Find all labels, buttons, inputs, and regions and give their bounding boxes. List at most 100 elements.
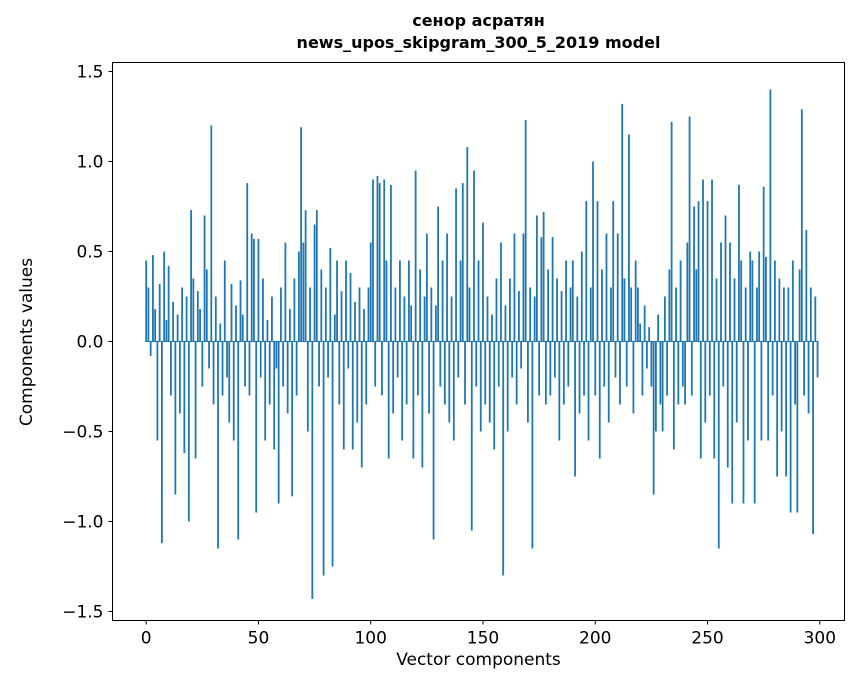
bar xyxy=(596,201,599,342)
chart-title-line1: сенор асратян xyxy=(412,11,545,30)
bar xyxy=(535,215,538,342)
bar xyxy=(724,215,727,342)
bar xyxy=(448,341,451,423)
bar xyxy=(248,341,251,396)
bar xyxy=(322,341,325,576)
bar xyxy=(747,341,749,441)
bar xyxy=(816,341,819,378)
bar xyxy=(470,341,473,531)
bar xyxy=(425,233,428,342)
bar xyxy=(520,341,523,369)
bar xyxy=(255,341,258,513)
bar xyxy=(149,341,152,356)
bar xyxy=(756,287,758,342)
bar xyxy=(452,341,455,441)
bar xyxy=(688,116,691,342)
bar xyxy=(288,309,291,342)
bar xyxy=(677,341,680,405)
bar xyxy=(300,127,303,342)
bar xyxy=(473,170,475,342)
bar xyxy=(259,341,262,378)
bar xyxy=(450,296,453,342)
bar xyxy=(659,341,662,405)
bar xyxy=(540,237,543,342)
bar xyxy=(648,327,651,342)
bar xyxy=(589,287,592,342)
bar xyxy=(697,201,700,342)
bar xyxy=(720,242,722,342)
bar xyxy=(524,120,527,342)
bar xyxy=(607,341,610,423)
bar xyxy=(654,341,657,432)
x-tick-label: 100 xyxy=(354,629,386,649)
bar xyxy=(695,269,698,342)
bar xyxy=(399,260,401,342)
bar xyxy=(351,341,354,450)
bar xyxy=(432,341,435,540)
bar xyxy=(372,179,374,342)
bar xyxy=(304,210,307,342)
bar xyxy=(232,341,235,441)
bar xyxy=(715,278,718,342)
bar xyxy=(722,341,725,387)
bar xyxy=(497,341,500,387)
bar xyxy=(708,341,711,396)
bar xyxy=(538,341,541,396)
bar xyxy=(412,341,415,459)
bar xyxy=(446,233,448,342)
bar xyxy=(423,296,426,342)
bar xyxy=(686,242,689,342)
bar xyxy=(394,287,397,342)
bar xyxy=(753,341,756,504)
bar xyxy=(329,247,332,342)
bar xyxy=(592,161,594,342)
bar xyxy=(612,201,615,342)
bar xyxy=(547,269,550,342)
bar xyxy=(392,341,395,414)
bar xyxy=(369,242,372,342)
bar xyxy=(237,341,240,540)
bar xyxy=(459,260,462,342)
bar xyxy=(562,341,565,405)
bar xyxy=(693,206,695,342)
bar xyxy=(342,341,345,450)
x-tick-label: 300 xyxy=(804,629,836,649)
bar xyxy=(765,256,767,342)
bar xyxy=(670,121,673,342)
bar xyxy=(266,319,269,342)
bar xyxy=(356,341,359,423)
bar xyxy=(439,341,442,387)
bar xyxy=(349,273,352,342)
bar xyxy=(385,260,388,342)
bar xyxy=(313,224,316,342)
bar xyxy=(610,287,612,342)
bar xyxy=(275,341,278,369)
bar xyxy=(196,291,199,342)
bar xyxy=(271,296,273,342)
bar xyxy=(461,183,464,342)
bar xyxy=(637,287,639,342)
bar xyxy=(309,287,311,342)
bar xyxy=(176,314,179,342)
bar xyxy=(376,175,379,342)
bar xyxy=(221,341,224,396)
bar xyxy=(603,341,606,387)
bar xyxy=(230,283,233,342)
bar xyxy=(262,278,264,342)
bar xyxy=(239,280,242,342)
bar xyxy=(205,269,208,342)
bar xyxy=(414,170,417,342)
bar xyxy=(780,341,783,432)
bar xyxy=(403,296,406,342)
chart-title: сенор асратян news_upos_skipgram_300_5_2… xyxy=(112,10,845,53)
bar xyxy=(814,296,817,342)
bar xyxy=(809,287,812,342)
bar xyxy=(641,341,644,396)
bar xyxy=(217,341,219,549)
bar xyxy=(675,287,677,342)
bar xyxy=(621,103,624,342)
bar xyxy=(434,305,437,342)
bar xyxy=(807,341,810,414)
bar xyxy=(147,287,150,342)
